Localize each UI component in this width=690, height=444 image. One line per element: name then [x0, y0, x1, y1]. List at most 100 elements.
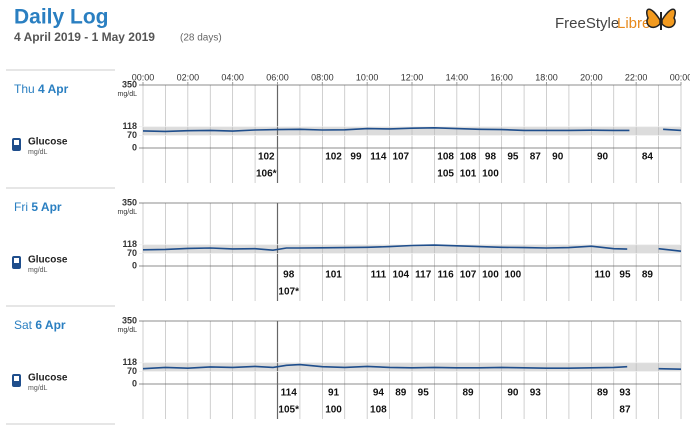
reading: 87 — [619, 405, 631, 416]
x-tick-label: 06:00 — [266, 72, 289, 82]
day-label: Sat 6 Apr — [14, 318, 66, 332]
reading: 108 — [460, 152, 477, 163]
glucose-line — [142, 126, 682, 133]
y-tick-label: 0 — [132, 260, 137, 270]
reading: 93 — [530, 388, 542, 399]
reading: 90 — [597, 152, 609, 163]
date: 6 Apr — [35, 318, 66, 332]
x-tick-label: 12:00 — [401, 72, 424, 82]
x-tick-label: 22:00 — [625, 72, 648, 82]
reading: 101 — [325, 270, 342, 281]
series-name: Glucose — [28, 137, 68, 148]
x-tick-label: 18:00 — [535, 72, 558, 82]
x-tick-label: 00:00 — [670, 72, 690, 82]
reading: 89 — [462, 388, 474, 399]
reading: 116 — [438, 270, 455, 281]
reading: 90 — [552, 152, 564, 163]
reading: 89 — [395, 388, 407, 399]
reading: 98 — [485, 152, 497, 163]
y-tick-label: 0 — [132, 378, 137, 388]
y-tick-label: 0 — [132, 142, 137, 152]
x-tick-label: 14:00 — [446, 72, 469, 82]
reading: 102 — [325, 152, 342, 163]
glucose-icon-screen — [14, 376, 19, 381]
reading: 95 — [619, 270, 631, 281]
reading: 98 — [283, 270, 295, 281]
reading: 95 — [418, 388, 430, 399]
reading: 99 — [350, 152, 362, 163]
date-range: 4 April 2019 - 1 May 2019 — [14, 30, 155, 44]
x-tick-label: 04:00 — [221, 72, 244, 82]
reading: 107 — [460, 270, 477, 281]
reading: 94 — [373, 388, 385, 399]
reading: 93 — [619, 388, 631, 399]
reading: 104 — [392, 270, 409, 281]
series-name: Glucose — [28, 373, 68, 384]
reading: 100 — [505, 270, 522, 281]
reading: 105* — [278, 405, 299, 416]
weekday: Fri — [14, 200, 28, 214]
glucose-line — [142, 244, 682, 252]
days: (28 days) — [180, 33, 222, 44]
y-tick-label: 118 — [122, 121, 137, 131]
weekday: Thu — [14, 82, 35, 96]
y-unit: mg/dL — [118, 91, 138, 98]
y-tick-label: 70 — [127, 248, 137, 258]
reading: 100 — [482, 270, 499, 281]
x-tick-label: 20:00 — [580, 72, 603, 82]
reading: 84 — [642, 152, 654, 163]
reading: 100 — [325, 405, 342, 416]
reading: 87 — [530, 152, 542, 163]
reading: 108 — [437, 152, 454, 163]
reading: 107* — [278, 287, 299, 298]
glucose-icon-screen — [14, 258, 19, 263]
reading: 110 — [594, 270, 611, 281]
reading: 111 — [371, 270, 387, 281]
reading: 89 — [642, 270, 654, 281]
y-tick-label: 70 — [127, 130, 137, 140]
reading: 108 — [370, 405, 387, 416]
day-label: Thu 4 Apr — [14, 82, 69, 96]
reading: 101 — [460, 169, 477, 180]
x-tick-label: 10:00 — [356, 72, 379, 82]
unit: mg/dL — [28, 385, 48, 392]
reading: 117 — [415, 270, 432, 281]
reading: 114 — [370, 152, 387, 163]
reading: 100 — [482, 169, 499, 180]
series-name: Glucose — [28, 255, 68, 266]
reading: 95 — [507, 152, 519, 163]
brand-libre: Libre — [617, 15, 650, 32]
glucose-icon-screen — [14, 140, 19, 145]
reading: 105 — [437, 169, 454, 180]
y-tick-label: 350 — [122, 315, 137, 325]
x-tick-label: 02:00 — [177, 72, 200, 82]
date: 4 Apr — [38, 82, 69, 96]
brand: FreeStyle — [555, 15, 619, 32]
title: Daily Log — [14, 6, 109, 29]
reading: 114 — [281, 388, 298, 399]
y-unit: mg/dL — [118, 327, 138, 334]
y-tick-label: 350 — [122, 197, 137, 207]
weekday: Sat — [14, 318, 33, 332]
y-unit: mg/dL — [118, 209, 138, 216]
y-tick-label: 350 — [122, 79, 137, 89]
butterfly — [646, 8, 676, 30]
reading: 102 — [258, 152, 275, 163]
reading: 89 — [597, 388, 609, 399]
reading: 91 — [328, 388, 340, 399]
y-tick-label: 118 — [122, 239, 137, 249]
reading: 107 — [392, 152, 409, 163]
reading: 106* — [256, 169, 277, 180]
y-tick-label: 70 — [127, 366, 137, 376]
unit: mg/dL — [28, 267, 48, 274]
x-tick-label: 08:00 — [311, 72, 334, 82]
date: 5 Apr — [31, 200, 62, 214]
x-tick-label: 16:00 — [490, 72, 513, 82]
y-tick-label: 118 — [122, 357, 137, 367]
x-tick-label: 00:00 — [132, 72, 155, 82]
unit: mg/dL — [28, 149, 48, 156]
reading: 90 — [507, 388, 519, 399]
glucose-line — [142, 363, 682, 370]
day-label: Fri 5 Apr — [14, 200, 62, 214]
